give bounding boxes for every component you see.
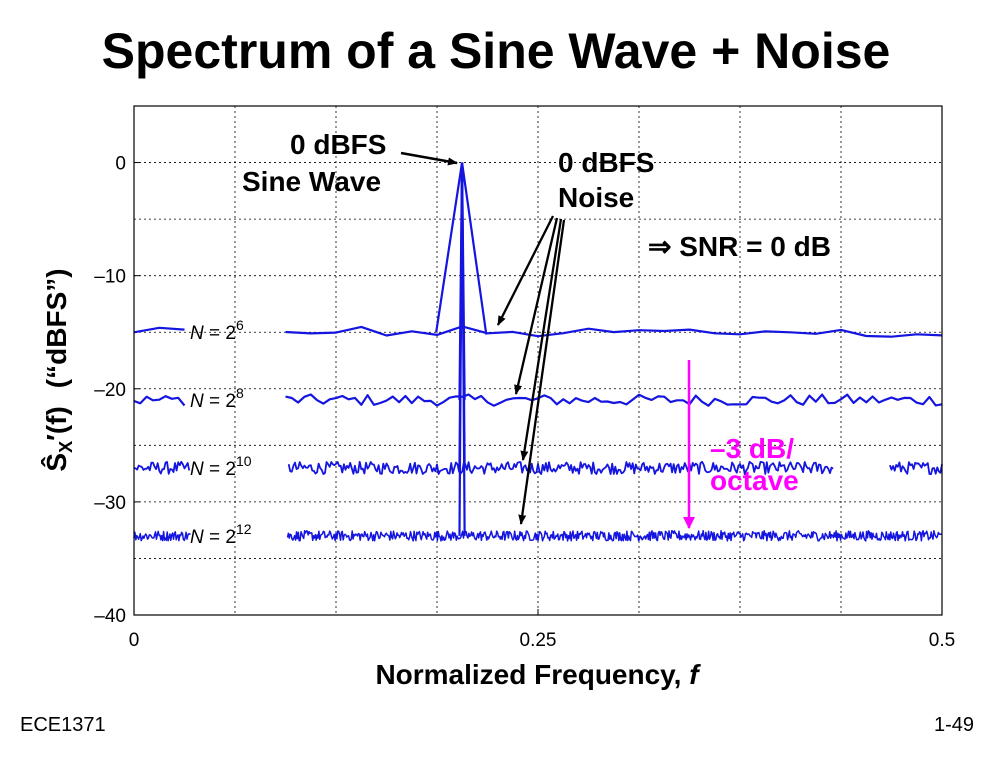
spectrum-trace [287,460,834,475]
noise-arrow-4 [518,219,566,525]
y-tick-label: –30 [94,493,126,514]
x-tick-label: 0.25 [520,630,557,651]
y-axis-unit: (“dBFS”) [41,268,72,388]
spectrum-trace [889,461,943,476]
spectrum-trace [133,395,186,407]
series-label: N = 210 [190,453,252,480]
spectrum-trace [133,530,191,542]
spectrum-trace [133,460,191,475]
x-axis-label: Normalized Frequency, f [375,659,701,690]
y-axis-argument: ′(f) [41,406,72,441]
slope-annotation-line1: –3 dB/ [710,433,794,464]
sine-annotation-line1: 0 dBFS [290,129,386,160]
noise-annotation-line1: 0 dBFS [558,147,654,178]
y-axis-symbol: Ŝ [40,453,72,472]
x-tick-label: 0.5 [929,630,955,651]
series-label: N = 28 [190,385,244,412]
svg-text:ŜX′(f)(“dBFS”): ŜX′(f) (“dBFS”) [40,268,76,471]
y-axis-subscript: X [56,441,76,453]
footer-page-number: 1-49 [933,714,974,736]
sine-annotation-line2: Sine Wave [242,166,381,197]
tick-labels: 0 0.25 0.5 0 –10 –20 –30 –40 [94,154,955,651]
series-labels: N = 26 N = 28 N = 210 N = 212 [190,317,252,548]
axis-ticks [133,162,943,616]
slope-annotation-line2: octave [710,465,799,496]
y-tick-label: –40 [94,606,126,627]
y-tick-label: –10 [94,267,126,288]
sine-peak-arrow [400,151,458,166]
spectrum-trace [285,325,943,338]
snr-annotation: ⇒ SNR = 0 dB [648,231,831,262]
series-label: N = 26 [190,317,244,344]
noise-annotation-line2: Noise [558,182,634,213]
slide-title: Spectrum of a Sine Wave + Noise [101,23,891,79]
spectrum-traces [133,162,943,542]
sine-peak-trace [458,162,466,536]
y-axis-label: ŜX′(f) (“dBFS”) [40,268,76,471]
spectrum-trace [133,326,185,334]
noise-arrow-2 [514,217,559,395]
y-tick-label: 0 [115,154,126,175]
noise-arrow-3 [520,218,563,461]
y-tick-label: –20 [94,380,126,401]
series-label: N = 212 [190,521,252,548]
noise-arrow-1 [496,215,555,326]
spectrum-trace [285,393,943,407]
x-tick-label: 0 [129,630,140,651]
footer-course-code: ECE1371 [20,714,106,736]
spectrum-trace [286,529,942,542]
